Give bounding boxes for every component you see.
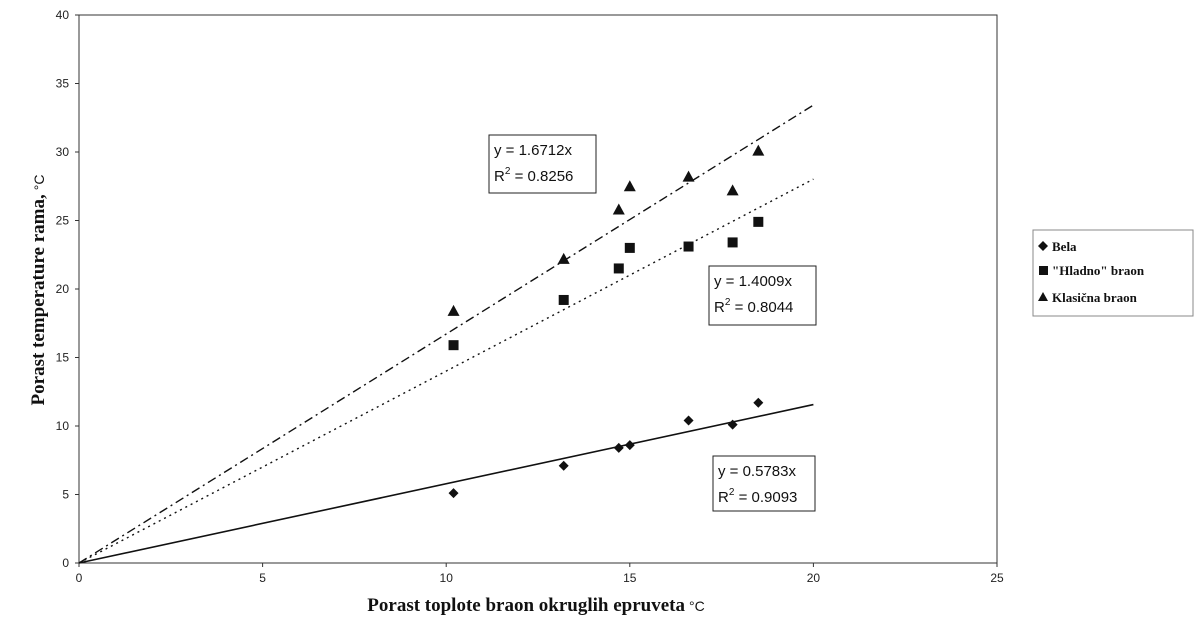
- data-point-klasicna-braon: [623, 180, 636, 192]
- equation-box-frame: [488, 134, 597, 194]
- legend-item-klasicna-braon: Klasična braon: [1038, 290, 1138, 305]
- legend-label-hladno-braon: "Hladno" braon: [1052, 263, 1145, 278]
- triangle-marker-icon: [1038, 292, 1048, 301]
- x-tick-label: 5: [259, 571, 266, 585]
- r-squared-symbol: R: [718, 489, 729, 506]
- data-point-hladno-braon: [613, 263, 624, 274]
- r-squared-exponent: 2: [729, 487, 735, 498]
- data-point-bela: [753, 397, 764, 408]
- legend-item-hladno-braon: "Hladno" braon: [1039, 263, 1145, 278]
- data-point-hladno-braon: [753, 216, 764, 227]
- data-point-klasicna-braon: [726, 184, 739, 196]
- r-squared-symbol: R: [494, 168, 505, 185]
- y-tick-label: 40: [56, 8, 70, 22]
- data-point-bela: [613, 442, 624, 453]
- x-tick-label: 10: [440, 571, 454, 585]
- equation-box-hladno-braon: y = 1.4009x R2 = 0.8044: [708, 265, 817, 326]
- y-tick-label: 30: [56, 145, 70, 159]
- x-tick-label: 20: [807, 571, 821, 585]
- y-tick-labels: 0 5 10 15 20 25 30 35 40: [56, 8, 70, 570]
- r-squared: R2 = 0.9093: [718, 487, 797, 506]
- r-squared-value: = 0.8044: [730, 299, 793, 316]
- data-point-klasicna-braon: [612, 203, 625, 215]
- trendline-bela: [78, 403, 814, 564]
- r-squared-exponent: 2: [725, 297, 731, 308]
- legend: Bela "Hladno" braon Klasična braon: [1032, 229, 1194, 317]
- data-points: [447, 144, 765, 499]
- legend-label-klasicna-braon: Klasična braon: [1052, 290, 1138, 305]
- data-point-bela: [448, 488, 459, 499]
- plot-area: [78, 14, 998, 564]
- y-tick-label: 5: [62, 488, 69, 502]
- y-tick-label: 35: [56, 77, 70, 91]
- y-axis-title-text: Porast temperature rama,: [28, 194, 49, 405]
- data-point-hladno-braon: [683, 241, 694, 252]
- data-point-hladno-braon: [558, 294, 569, 305]
- axes: [75, 14, 998, 567]
- x-tick-labels: 0 5 10 15 20 25: [76, 571, 1004, 585]
- trend-equation: y = 1.6712x: [494, 142, 572, 159]
- x-axis-title-text: Porast toplote braon okruglih epruveta: [367, 595, 685, 616]
- y-axis-unit: °C: [31, 175, 47, 191]
- y-tick-label: 25: [56, 214, 70, 228]
- r-squared-value: = 0.8256: [510, 168, 573, 185]
- data-point-klasicna-braon: [447, 304, 460, 316]
- data-point-hladno-braon: [727, 237, 738, 248]
- data-point-klasicna-braon: [557, 252, 570, 264]
- r-squared: R2 = 0.8044: [714, 297, 793, 316]
- data-point-bela: [727, 419, 738, 430]
- x-tick-label: 15: [623, 571, 637, 585]
- x-axis-title: Porast toplote braon okruglih epruveta °C: [367, 595, 704, 616]
- r-squared: R2 = 0.8256: [494, 166, 573, 185]
- y-tick-label: 0: [62, 556, 69, 570]
- x-axis-unit: °C: [689, 598, 705, 614]
- trend-equation: y = 0.5783x: [718, 463, 796, 480]
- diamond-marker-icon: [1038, 241, 1048, 251]
- data-point-hladno-braon: [448, 340, 459, 351]
- legend-item-bela: Bela: [1038, 239, 1077, 254]
- data-point-bela: [683, 415, 694, 426]
- data-point-bela: [624, 440, 635, 451]
- data-point-klasicna-braon: [682, 170, 695, 182]
- equation-box-klasicna-braon: y = 1.6712x R2 = 0.8256: [488, 134, 597, 194]
- data-point-hladno-braon: [624, 242, 635, 253]
- legend-box: [1032, 229, 1194, 317]
- r-squared-exponent: 2: [505, 166, 511, 177]
- data-point-bela: [558, 460, 569, 471]
- equation-box-bela: y = 0.5783x R2 = 0.9093: [712, 455, 816, 512]
- square-marker-icon: [1039, 266, 1048, 275]
- equation-box-frame: [712, 455, 816, 512]
- x-tick-label: 25: [990, 571, 1004, 585]
- y-tick-label: 10: [56, 419, 70, 433]
- y-tick-label: 20: [56, 282, 70, 296]
- data-point-klasicna-braon: [752, 144, 765, 156]
- y-axis-title: Porast temperature rama, °C: [28, 175, 49, 406]
- trendline-klasicna-braon: [78, 104, 814, 564]
- r-squared-value: = 0.9093: [734, 489, 797, 506]
- equation-box-frame: [708, 265, 817, 326]
- x-tick-label: 0: [76, 571, 83, 585]
- y-tick-label: 15: [56, 351, 70, 365]
- legend-label-bela: Bela: [1052, 239, 1077, 254]
- trend-equation: y = 1.4009x: [714, 273, 792, 290]
- r-squared-symbol: R: [714, 299, 725, 316]
